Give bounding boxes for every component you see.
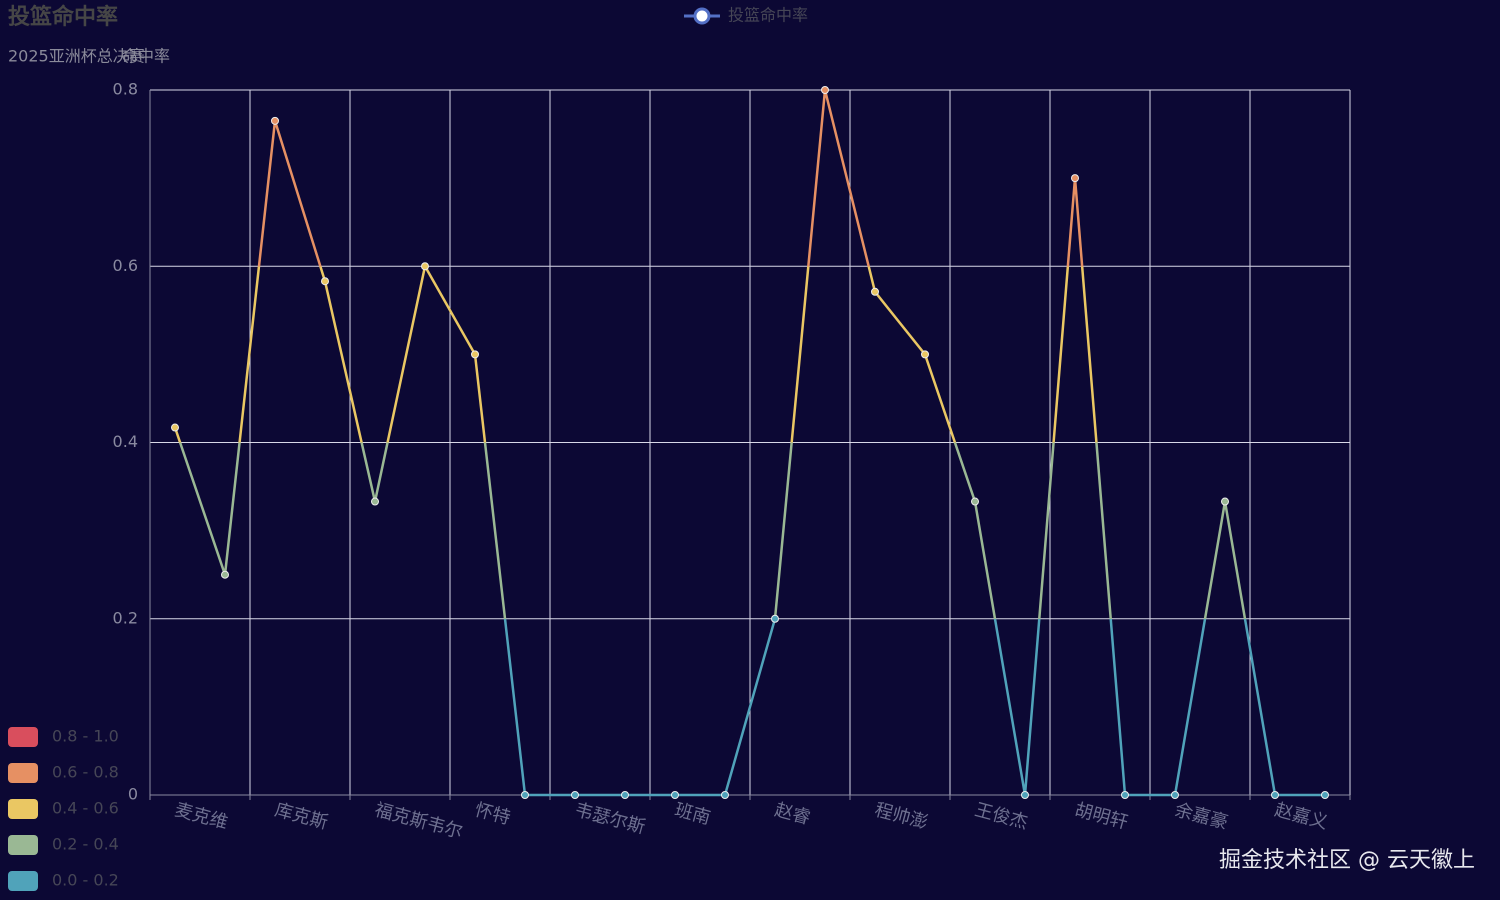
data-point [871,287,879,296]
x-tick-label: 怀特 [472,799,512,829]
x-tick-label: 赵睿 [772,799,812,829]
visual-map-label: 0.0 - 0.2 [52,871,119,890]
chart-subtitle: 2025亚洲杯总决赛 [8,47,145,66]
y-tick-label: 0 [128,785,138,804]
chart-title: 投篮命中率 [8,4,118,30]
y-tick-label: 0.2 [113,608,138,627]
x-tick-label: 胡明轩 [1072,799,1130,833]
x-tick-label: 赵嘉义 [1272,799,1330,833]
data-point [1321,791,1329,799]
data-point [971,497,979,506]
visual-map-swatch [8,835,38,855]
data-point [671,791,679,799]
data-point [321,277,329,286]
x-tick-label: 麦克维 [172,799,230,833]
data-point [921,350,929,359]
x-tick-label: 程帅澎 [872,799,930,833]
data-point [771,614,779,623]
data-point [571,791,579,799]
visual-map-swatch [8,871,38,891]
visual-map-label: 0.4 - 0.6 [52,799,119,818]
data-point [1171,791,1179,799]
x-tick-label: 王俊杰 [972,799,1030,833]
x-tick-label: 班南 [672,799,712,829]
watermark: 掘金技术社区 @ 云天徽上 [1219,848,1475,873]
x-tick-label: 库克斯 [272,799,330,833]
data-point [521,791,529,799]
data-point [621,791,629,799]
data-point [471,350,479,359]
data-point [221,570,229,579]
legend-icon [693,7,711,25]
legend-label: 投篮命中率 [728,6,808,25]
data-point [421,262,429,271]
line-series [173,89,1325,797]
visual-map-swatch [8,763,38,783]
x-tick-label: 福克斯韦尔 [372,799,464,843]
data-point [721,791,729,799]
data-point [1121,791,1129,799]
data-point [371,497,379,506]
data-point [271,116,279,125]
visual-map-swatch [8,727,38,747]
x-tick-label: 余嘉豪 [1172,799,1230,833]
data-point [1271,791,1279,799]
visual-map-label: 0.2 - 0.4 [52,835,119,854]
data-point [171,423,179,432]
y-axis-label: 命中率 [122,47,170,66]
y-tick-label: 0.6 [113,256,138,275]
visual-map-label: 0.6 - 0.8 [52,763,119,782]
y-tick-label: 0.4 [113,432,138,451]
visual-map-label: 0.8 - 1.0 [52,727,119,746]
data-point [1021,791,1029,799]
visual-map-swatch [8,799,38,819]
data-point [1221,497,1229,506]
x-tick-label: 韦瑟尔斯 [572,799,647,838]
y-tick-label: 0.8 [113,80,138,99]
data-point [821,86,829,94]
data-point [1071,174,1079,183]
